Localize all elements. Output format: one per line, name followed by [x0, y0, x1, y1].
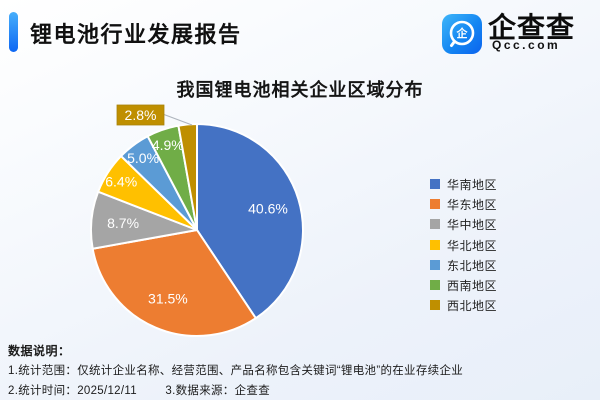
legend-swatch	[430, 300, 440, 311]
legend-item: 华北地区	[430, 237, 497, 257]
legend-item: 西南地区	[430, 277, 497, 297]
legend-label: 华南地区	[447, 178, 498, 192]
legend-swatch	[430, 259, 440, 270]
legend-swatch	[430, 279, 440, 290]
qcc-icon-glyph: 企	[456, 26, 469, 40]
pie-slice	[177, 123, 198, 231]
legend-swatch	[430, 219, 440, 230]
pie-callout-label: 2.8%	[125, 107, 157, 123]
pie-slice-label: 40.6%	[248, 201, 288, 217]
legend-label: 西南地区	[447, 278, 498, 293]
qcc-logo-name: 企查查	[488, 12, 576, 43]
pie-slice-label: 8.7%	[107, 215, 139, 231]
footnote-data-source: 3.数据来源：企查查	[165, 385, 270, 397]
legend-label: 东北地区	[447, 258, 498, 273]
pie-callout-leader	[163, 113, 193, 126]
pie-chart: 40.6% 31.5% 8.7% 6.4% 5.0% 4.9% 2.8%	[0, 95, 430, 367]
legend-label: 华北地区	[447, 238, 498, 253]
footnote-stat-time: 2.统计时间：2025/12/11	[8, 385, 137, 397]
pie-chart-svg: 40.6% 31.5% 8.7% 6.4% 5.0%4.9% 2.8%	[90, 104, 304, 337]
legend: 华南地区华东地区华中地区华北地区东北地区西南地区西北地区	[430, 176, 497, 317]
legend-item: 东北地区	[430, 257, 497, 277]
legend-swatch	[430, 199, 440, 210]
footnote-line-2: 2.统计时间：2025/12/11 3.数据来源：企查查	[8, 382, 270, 398]
title-accent-bar	[9, 12, 18, 52]
legend-label: 西北地区	[447, 299, 498, 314]
legend-item: 华东地区	[430, 196, 497, 216]
legend-label: 华东地区	[447, 198, 498, 213]
pie-slice-label: 5.0%	[127, 150, 159, 166]
legend-swatch	[430, 239, 440, 250]
footnote-heading: 数据说明：	[8, 344, 71, 358]
pie-slice-label: 31.5%	[148, 290, 188, 306]
qcc-logo-icon: 企	[442, 14, 482, 54]
pie-slice	[91, 229, 257, 337]
qcc-logo-domain: Qcc.com	[492, 38, 561, 52]
legend-swatch	[430, 179, 440, 189]
qcc-logo: 企 企查查 Qcc.com	[442, 10, 592, 58]
chart-title: 我国锂电池相关企业区域分布	[176, 80, 424, 100]
legend-item: 西北地区	[430, 297, 497, 317]
legend-item: 华南地区	[430, 176, 497, 196]
pie-slice-label: 6.4%	[105, 173, 137, 189]
footnote-scope: 1.统计范围：仅统计企业名称、经营范围、产品名称包含关键词“锂电池”的在业存续企…	[8, 365, 464, 377]
pie-slice-label: 4.9%	[152, 137, 184, 153]
report-title: 锂电池行业发展报告	[30, 22, 242, 47]
pie-callout-box	[116, 104, 165, 126]
legend-label: 华中地区	[447, 218, 498, 233]
legend-item: 华中地区	[430, 216, 497, 236]
